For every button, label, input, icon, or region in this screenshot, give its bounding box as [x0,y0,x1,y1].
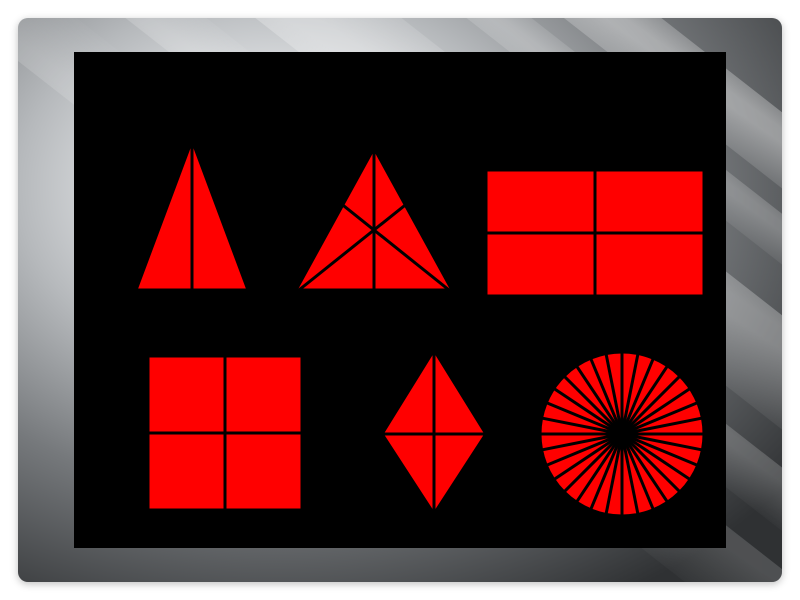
presentation-slide: Фигуры, обладающие осевой симметрией. [18,18,782,582]
shapes-canvas [74,52,726,548]
shapes-panel [74,52,726,548]
shape-rectangle [474,156,716,310]
slide-outer-frame: Фигуры, обладающие осевой симметрией. [0,0,800,600]
shape-circle [528,340,716,528]
shape-square [134,342,316,524]
